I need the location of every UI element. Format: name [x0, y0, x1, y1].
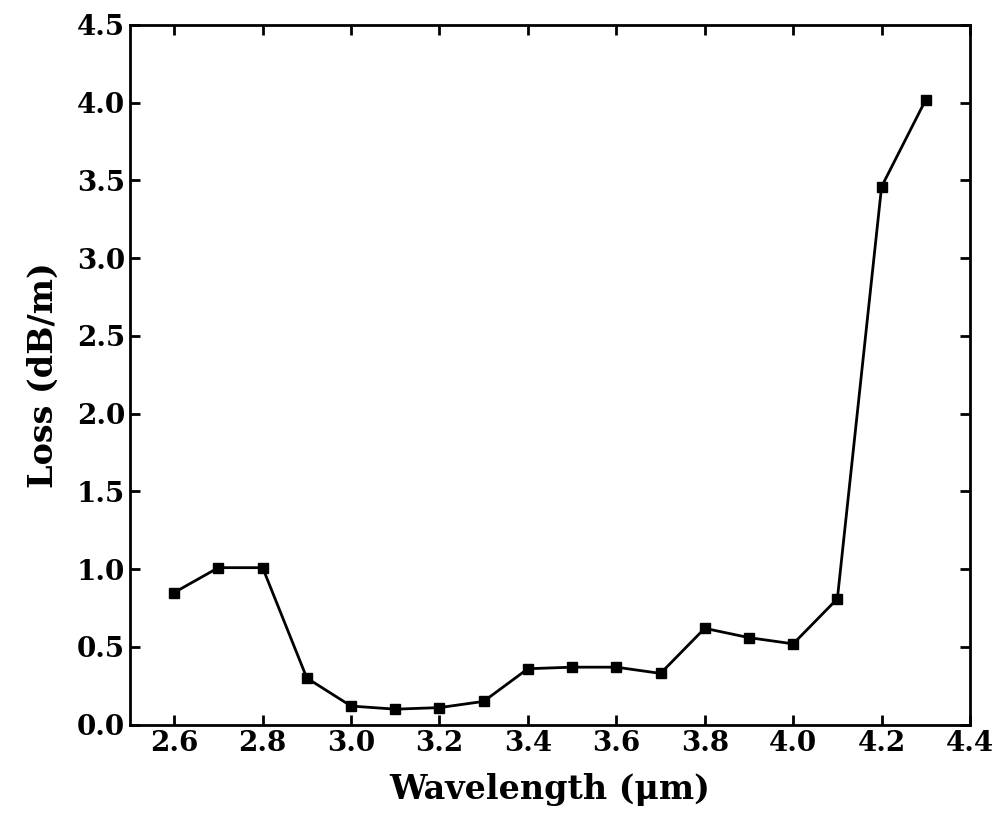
X-axis label: Wavelength (μm): Wavelength (μm): [390, 773, 710, 806]
Y-axis label: Loss (dB/m): Loss (dB/m): [27, 262, 60, 488]
